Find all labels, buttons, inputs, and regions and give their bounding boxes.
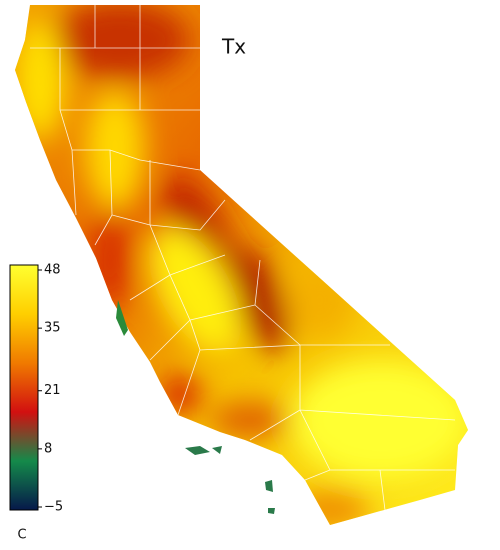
- channel-islands: [185, 446, 275, 514]
- colorbar: 48 35 21 8 −5: [9, 263, 63, 515]
- colorbar-tick-label: 48: [44, 263, 61, 278]
- colorbar-tick-label: −5: [44, 500, 63, 515]
- colorbar-tick-label: 21: [44, 383, 61, 398]
- california-map: [15, 5, 468, 525]
- coastal-cool-zone: [116, 300, 128, 336]
- county-lines: [30, 5, 456, 511]
- colorbar-ramp: [9, 264, 39, 511]
- map-title: Tx: [221, 35, 246, 59]
- colorbar-tick-label: 8: [44, 441, 52, 456]
- colorbar-tick-label: 35: [44, 321, 61, 336]
- colorbar-unit: C: [17, 528, 26, 543]
